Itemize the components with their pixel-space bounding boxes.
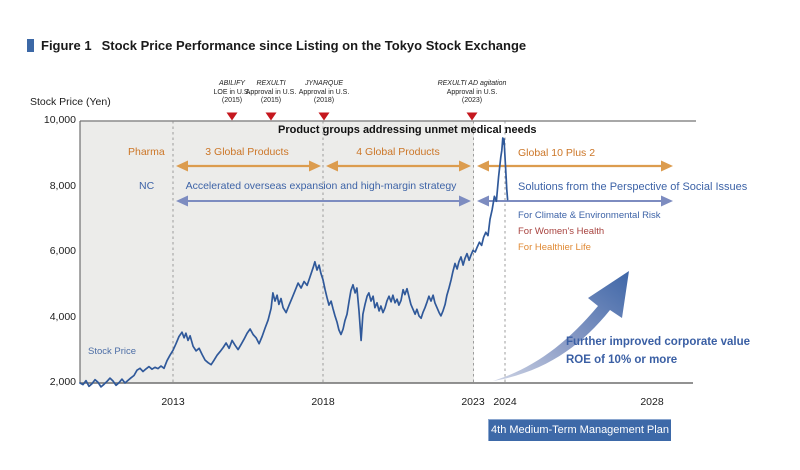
- y-tick-label: 4,000: [49, 310, 76, 323]
- drug-event-type: Approval in U.S.: [446, 88, 498, 96]
- pharma-phase-3-label: Global 10 Plus 2: [518, 147, 596, 159]
- x-tick-label: 2013: [161, 396, 185, 408]
- nc-strategy-arrows: [176, 195, 673, 207]
- pharma-row-label: Pharma: [128, 146, 165, 158]
- arrow-head-right-icon: [459, 160, 471, 172]
- drug-event-year: (2018): [313, 97, 335, 104]
- drug-name: JYNARQUE: [304, 80, 344, 87]
- nc-row-label: NC: [139, 180, 155, 192]
- nc-phase-2-label: Solutions from the Perspective of Social…: [518, 181, 748, 193]
- growth-swoosh-arrow-icon: [493, 271, 629, 381]
- arrow-head-left-icon: [326, 160, 338, 172]
- title-bullet-icon: [27, 39, 34, 52]
- future-value-line2: ROE of 10% or more: [566, 354, 678, 366]
- drug-event-type: Approval in U.S.: [298, 88, 350, 96]
- social-item-healthier-life: For Healthier Life: [518, 242, 591, 253]
- drug-event-type: LOE in U.S.: [213, 88, 251, 96]
- figure-title: Figure 1 Stock Price Performance since L…: [27, 38, 526, 53]
- y-tick-label: 10,000: [43, 114, 76, 126]
- arrow-head-right-icon: [661, 195, 673, 207]
- drug-event-year: (2023): [461, 97, 483, 104]
- drug-event-year: (2015): [221, 97, 243, 104]
- arrow-head-right-icon: [309, 160, 321, 172]
- pharma-phase-1-label: 3 Global Products: [205, 146, 289, 158]
- management-plan-badge: 4th Medium-Term Management Plan: [488, 419, 671, 441]
- y-axis-title: Stock Price (Yen): [30, 96, 111, 108]
- arrow-head-left-icon: [477, 195, 489, 207]
- x-tick-label: 2023: [461, 396, 485, 408]
- figure-number: Figure 1: [41, 38, 92, 53]
- arrow-head-left-icon: [477, 160, 489, 172]
- event-marker-icon: [466, 112, 478, 121]
- stock-price-series-label: Stock Price: [88, 346, 137, 357]
- arrow-head-right-icon: [459, 195, 471, 207]
- x-tick-label: 2018: [311, 396, 335, 408]
- drug-event-type: Approval in U.S.: [245, 88, 297, 96]
- social-item-climate: For Climate & Environmental Risk: [518, 210, 661, 221]
- product-groups-title: Product groups addressing unmet medical …: [278, 124, 537, 136]
- arrow-head-right-icon: [661, 160, 673, 172]
- drug-annotation: JYNARQUE Approval in U.S. (2018): [299, 80, 350, 106]
- pharma-phase-arrows: [176, 160, 673, 172]
- stock-price-line: [79, 137, 509, 388]
- x-tick-label: 2024: [493, 396, 517, 408]
- drug-annotation: REXULTI Approval in U.S. (2015): [246, 80, 297, 106]
- x-tick-label: 2028: [640, 396, 664, 408]
- y-tick-label: 6,000: [49, 245, 76, 257]
- y-tick-label: 2,000: [49, 376, 76, 388]
- event-marker-icon: [318, 112, 330, 121]
- drug-event-year: (2015): [260, 97, 282, 104]
- drug-annotation: ABILIFY LOE in U.S. (2015): [214, 80, 251, 106]
- event-marker-icon: [265, 112, 277, 121]
- y-tick-label: 8,000: [49, 179, 76, 192]
- social-item-womens-health: For Women's Health: [518, 226, 605, 237]
- drug-event-markers: [226, 112, 478, 121]
- event-marker-icon: [226, 112, 238, 121]
- figure-title-text: Stock Price Performance since Listing on…: [101, 38, 527, 53]
- drug-name: REXULTI AD agitation: [437, 80, 507, 87]
- drug-annotation: REXULTI AD agitation Approval in U.S. (2…: [438, 80, 507, 106]
- shaded-period-region: [80, 121, 474, 383]
- arrow-head-left-icon: [176, 195, 188, 207]
- arrow-head-left-icon: [176, 160, 188, 172]
- pharma-phase-2-label: 4 Global Products: [356, 146, 440, 158]
- drug-name: REXULTI: [256, 80, 286, 87]
- nc-phase-1-label: Accelerated overseas expansion and high-…: [185, 180, 457, 192]
- drug-name: ABILIFY: [218, 80, 246, 87]
- future-value-line1: Further improved corporate value: [566, 336, 751, 348]
